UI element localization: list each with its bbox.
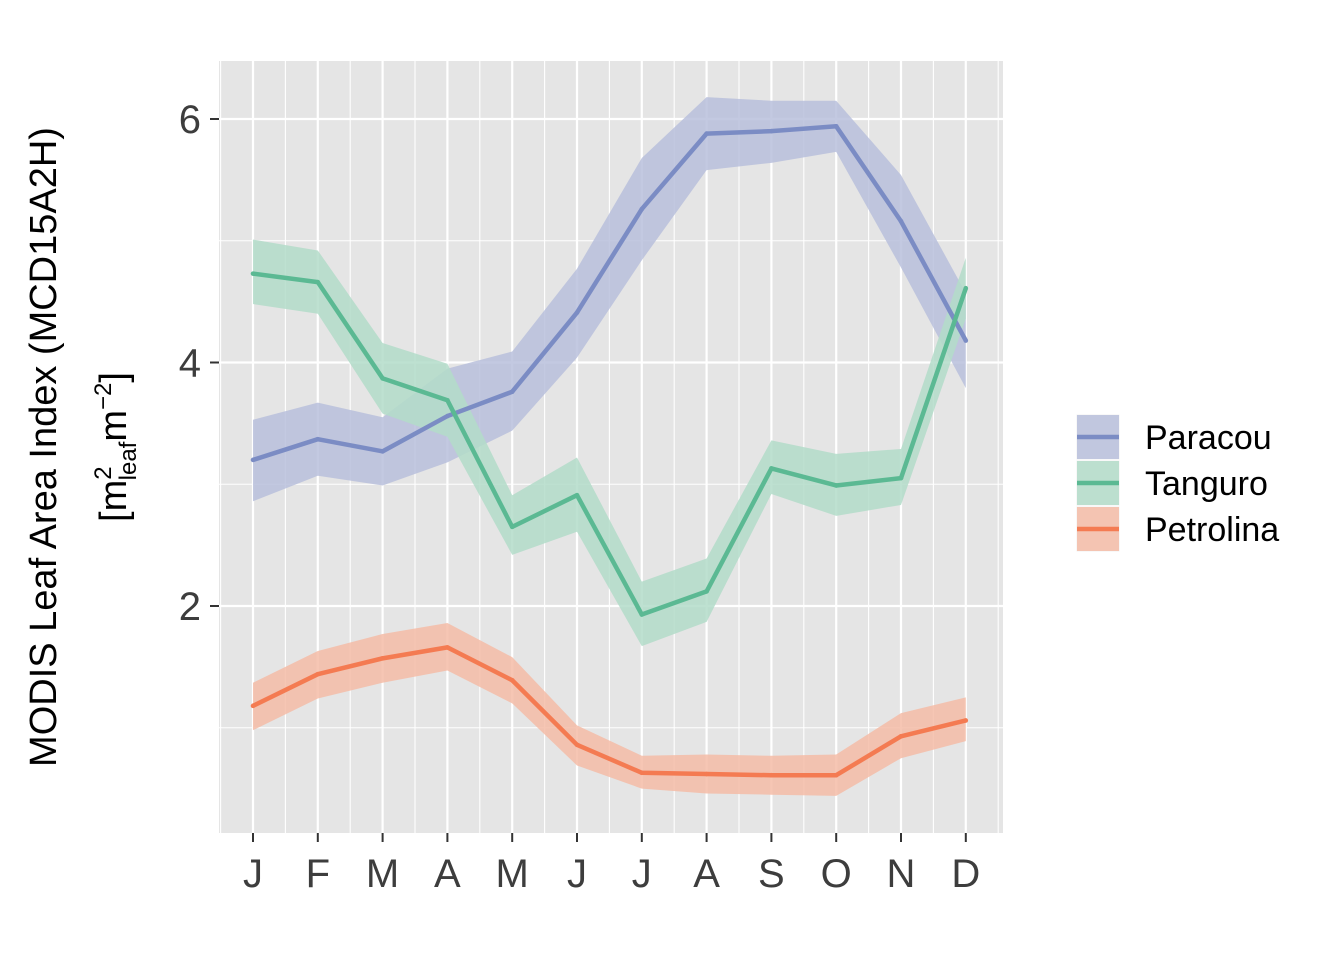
point-petrolina	[445, 645, 450, 650]
line-tanguro	[252, 271, 968, 617]
point-petrolina	[963, 718, 969, 723]
y-tick-label: 2	[179, 585, 201, 629]
point-petrolina	[769, 772, 774, 778]
point-paracou	[315, 436, 321, 442]
unit-close-bracket: ]	[93, 372, 135, 383]
point-paracou	[769, 128, 774, 134]
point-petrolina	[380, 656, 385, 661]
x-tick-label: M	[496, 852, 529, 896]
point-tanguro	[315, 279, 321, 285]
confidence-ribbons	[253, 97, 966, 796]
point-tanguro	[380, 376, 385, 381]
unit-sup-2: 2	[90, 466, 117, 479]
y-axis-title: MODIS Leaf Area Index (MCD15A2H)	[23, 127, 65, 767]
point-tanguro	[574, 492, 580, 498]
legend-label-paracou: Paracou	[1145, 419, 1272, 457]
point-petrolina	[574, 742, 580, 748]
point-petrolina	[315, 671, 321, 677]
x-tick-label: M	[366, 852, 399, 896]
point-paracou	[704, 131, 709, 136]
line-petrolina	[252, 645, 967, 778]
unit-sup-minus-2: −2	[90, 383, 117, 410]
x-tick-label: O	[821, 852, 852, 896]
point-tanguro	[639, 612, 645, 617]
point-petrolina	[639, 770, 645, 776]
legend: Paracou Tanguro Petrolina	[1075, 413, 1279, 553]
point-paracou	[833, 124, 839, 129]
ribbon-tanguro	[253, 239, 966, 647]
x-tick-label: J	[243, 852, 263, 896]
point-tanguro	[833, 483, 839, 488]
y-tick-label: 6	[179, 98, 201, 142]
point-tanguro	[769, 466, 774, 471]
legend-label-tanguro: Tanguro	[1145, 465, 1268, 503]
point-paracou	[898, 218, 904, 224]
x-tick-label: A	[434, 852, 461, 896]
point-petrolina	[898, 733, 904, 739]
point-petrolina	[833, 772, 839, 778]
point-tanguro	[898, 475, 904, 481]
point-tanguro	[445, 397, 450, 403]
point-tanguro	[509, 524, 515, 530]
point-paracou	[250, 457, 256, 463]
point-petrolina	[509, 677, 515, 683]
unit-m: m	[93, 480, 135, 512]
point-paracou	[574, 310, 580, 315]
y-axis-unit: [m2leafm−2]	[90, 372, 142, 522]
point-paracou	[509, 389, 515, 395]
ribbon-petrolina	[253, 623, 966, 796]
point-tanguro	[704, 589, 709, 594]
series-lines	[250, 124, 969, 778]
x-tick-label: N	[887, 852, 916, 896]
point-petrolina	[704, 771, 709, 777]
x-tick-label: F	[306, 852, 330, 896]
unit-open-bracket: [	[93, 511, 135, 522]
point-tanguro	[963, 285, 969, 291]
point-petrolina	[250, 703, 256, 709]
point-tanguro	[250, 271, 256, 276]
legend-label-petrolina: Petrolina	[1145, 511, 1279, 549]
point-paracou	[639, 206, 645, 212]
line-paracou	[252, 124, 968, 463]
x-tick-label: A	[693, 852, 720, 896]
point-paracou	[963, 338, 969, 343]
point-paracou	[445, 413, 450, 419]
x-tick-label: D	[951, 852, 980, 896]
unit-m-2: m	[93, 410, 135, 442]
x-tick-label: J	[632, 852, 652, 896]
unit-sub-leaf: leaf	[115, 441, 142, 480]
x-tick-label: J	[567, 852, 587, 896]
x-tick-label: S	[758, 852, 785, 896]
y-tick-label: 4	[179, 342, 201, 386]
point-paracou	[380, 449, 385, 454]
